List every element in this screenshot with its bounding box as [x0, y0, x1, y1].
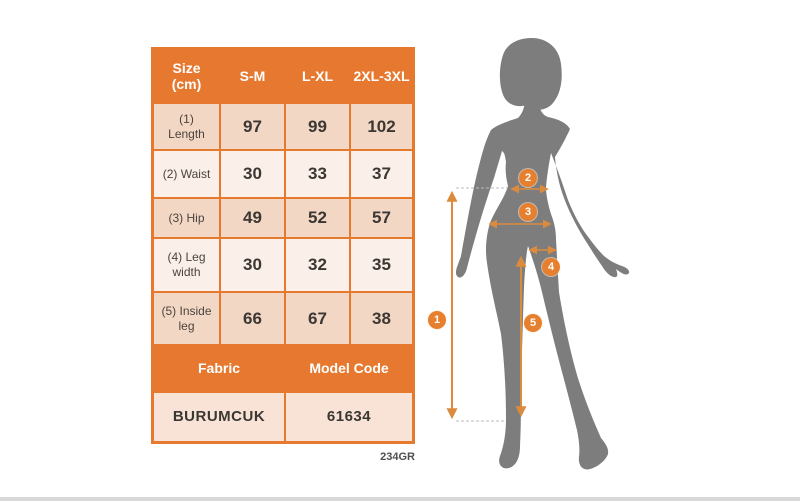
- model-code-header: Model Code: [286, 346, 412, 391]
- value-waist-2xl: 37: [351, 151, 412, 197]
- value-inside-leg-lxl: 67: [286, 293, 349, 344]
- model-code-value: 61634: [286, 393, 412, 441]
- marker-2-waist: 2: [519, 169, 537, 187]
- header-2xl-3xl: 2XL-3XL: [351, 50, 412, 102]
- value-length-sm: 97: [221, 104, 284, 149]
- value-leg-width-lxl: 32: [286, 239, 349, 291]
- row-label-hip: (3) Hip: [154, 199, 219, 237]
- header-s-m: S-M: [221, 50, 284, 102]
- marker-5-inside-leg: 5: [524, 314, 542, 332]
- silhouette-body: [455, 98, 630, 470]
- header-l-xl: L-XL: [286, 50, 349, 102]
- weight-note: 234GR: [380, 451, 415, 463]
- value-leg-width-sm: 30: [221, 239, 284, 291]
- value-hip-lxl: 52: [286, 199, 349, 237]
- marker-1-length: 1: [428, 311, 446, 329]
- value-waist-lxl: 33: [286, 151, 349, 197]
- value-inside-leg-sm: 66: [221, 293, 284, 344]
- woman-silhouette-svg: [446, 38, 630, 470]
- fabric-header: Fabric: [154, 346, 284, 391]
- marker-4-leg-width: 4: [542, 258, 560, 276]
- value-leg-width-2xl: 35: [351, 239, 412, 291]
- size-table: Size (cm) S-M L-XL 2XL-3XL (1) Length 97…: [151, 47, 415, 444]
- row-label-leg-width: (4) Leg width: [154, 239, 219, 291]
- fabric-value: BURUMCUK: [154, 393, 284, 441]
- value-length-2xl: 102: [351, 104, 412, 149]
- header-size-cm: Size (cm): [154, 50, 219, 102]
- row-label-waist: (2) Waist: [154, 151, 219, 197]
- measurement-figure: 1 2 3 4 5: [420, 10, 700, 490]
- value-inside-leg-2xl: 38: [351, 293, 412, 344]
- row-label-inside-leg: (5) Inside leg: [154, 293, 219, 344]
- row-label-length: (1) Length: [154, 104, 219, 149]
- value-hip-2xl: 57: [351, 199, 412, 237]
- value-length-lxl: 99: [286, 104, 349, 149]
- marker-3-hip: 3: [519, 203, 537, 221]
- value-hip-sm: 49: [221, 199, 284, 237]
- silhouette-head: [499, 38, 562, 110]
- bottom-divider: [0, 497, 800, 501]
- value-waist-sm: 30: [221, 151, 284, 197]
